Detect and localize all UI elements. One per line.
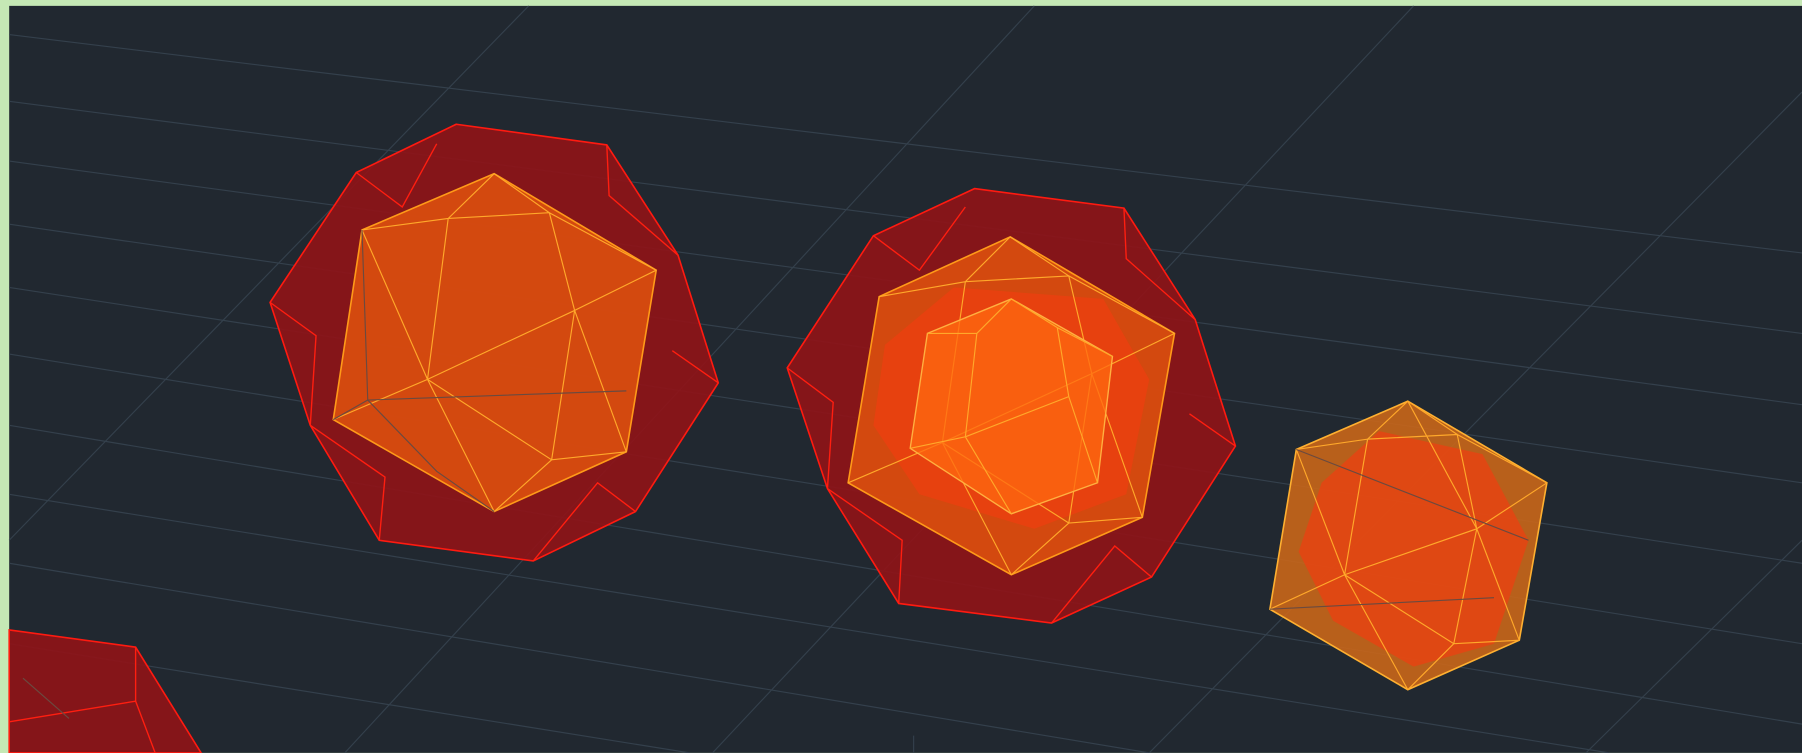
dodecahedron-middle — [786, 187, 1237, 624]
dodecahedron-left — [269, 123, 720, 562]
grid-line — [9, 562, 1150, 753]
grid-line — [9, 34, 1802, 254]
icosahedron-right — [1269, 400, 1548, 691]
edges — [269, 143, 719, 562]
edges — [910, 298, 1113, 515]
edges — [22, 677, 70, 719]
edges — [332, 229, 627, 513]
grid-line — [8, 5, 530, 541]
edges — [9, 647, 156, 753]
edges — [786, 206, 1236, 624]
grid-line — [9, 100, 1802, 334]
grid-line — [1585, 539, 1802, 753]
grid-line — [9, 493, 1610, 753]
face — [1298, 431, 1529, 667]
grid-line — [1148, 91, 1802, 753]
edges — [1269, 400, 1548, 691]
edges — [1269, 448, 1529, 610]
edges — [333, 173, 657, 512]
